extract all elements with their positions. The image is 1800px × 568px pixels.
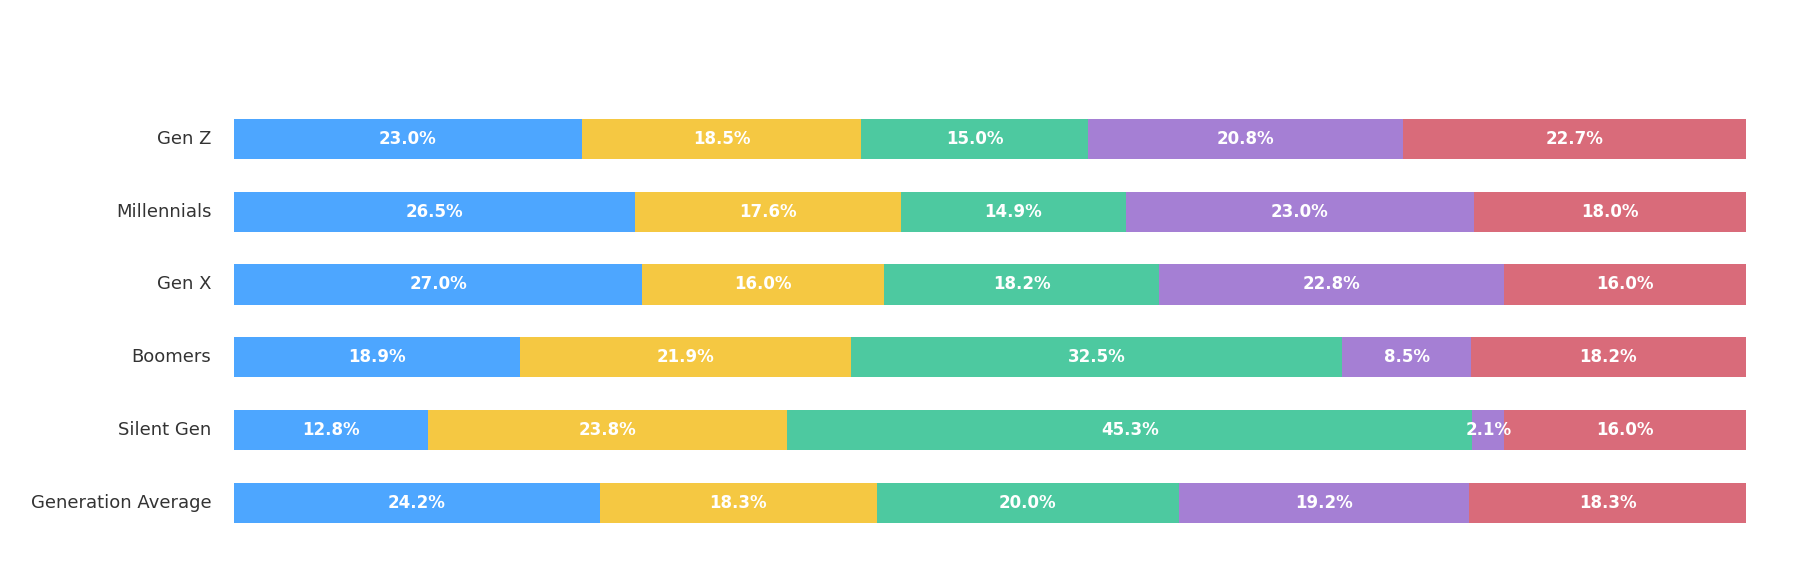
- Bar: [234, 191, 635, 232]
- Bar: [1127, 191, 1474, 232]
- Bar: [851, 337, 1343, 377]
- Text: Boomers: Boomers: [131, 348, 211, 366]
- Text: 23.8%: 23.8%: [578, 421, 637, 439]
- Text: 45.3%: 45.3%: [1102, 421, 1159, 439]
- Bar: [1505, 410, 1746, 450]
- Bar: [1505, 265, 1746, 304]
- Bar: [1402, 119, 1746, 158]
- Bar: [234, 410, 428, 450]
- Bar: [1472, 410, 1505, 450]
- Bar: [1179, 483, 1469, 523]
- Bar: [787, 410, 1472, 450]
- Text: 16.0%: 16.0%: [1597, 421, 1654, 439]
- Text: 26.5%: 26.5%: [405, 203, 463, 220]
- Bar: [1343, 337, 1471, 377]
- Text: 18.2%: 18.2%: [1580, 348, 1638, 366]
- Bar: [234, 483, 599, 523]
- Bar: [862, 119, 1089, 158]
- Text: Generation Average: Generation Average: [31, 494, 211, 512]
- Text: 23.0%: 23.0%: [1271, 203, 1328, 220]
- Text: 20.8%: 20.8%: [1217, 130, 1274, 148]
- Bar: [877, 483, 1179, 523]
- Text: Gen X: Gen X: [157, 275, 211, 294]
- Text: 12.8%: 12.8%: [302, 421, 360, 439]
- Text: 32.5%: 32.5%: [1067, 348, 1125, 366]
- Text: 18.0%: 18.0%: [1580, 203, 1638, 220]
- Bar: [1474, 191, 1746, 232]
- Text: 18.3%: 18.3%: [709, 494, 767, 512]
- Bar: [234, 337, 520, 377]
- Text: 8.5%: 8.5%: [1384, 348, 1429, 366]
- Bar: [900, 191, 1127, 232]
- Text: Gen Z: Gen Z: [157, 130, 211, 148]
- Bar: [884, 265, 1159, 304]
- Bar: [1469, 483, 1746, 523]
- Text: Silent Gen: Silent Gen: [119, 421, 211, 439]
- Bar: [581, 119, 862, 158]
- Bar: [643, 265, 884, 304]
- Text: 18.9%: 18.9%: [347, 348, 405, 366]
- Text: Millennials: Millennials: [115, 203, 211, 220]
- Bar: [520, 337, 851, 377]
- Bar: [234, 119, 581, 158]
- Bar: [1471, 337, 1746, 377]
- Text: 16.0%: 16.0%: [1597, 275, 1654, 294]
- Text: 15.0%: 15.0%: [947, 130, 1004, 148]
- Text: 18.3%: 18.3%: [1579, 494, 1636, 512]
- Text: 22.7%: 22.7%: [1546, 130, 1604, 148]
- Text: 24.2%: 24.2%: [389, 494, 446, 512]
- Text: 18.5%: 18.5%: [693, 130, 751, 148]
- Text: 21.9%: 21.9%: [657, 348, 715, 366]
- Text: 22.8%: 22.8%: [1303, 275, 1361, 294]
- Bar: [428, 410, 787, 450]
- Text: 14.9%: 14.9%: [985, 203, 1042, 220]
- Bar: [635, 191, 900, 232]
- Text: 17.6%: 17.6%: [740, 203, 797, 220]
- Bar: [1089, 119, 1402, 158]
- Text: 16.0%: 16.0%: [734, 275, 792, 294]
- Text: 2.1%: 2.1%: [1465, 421, 1512, 439]
- Text: 20.0%: 20.0%: [999, 494, 1057, 512]
- Bar: [599, 483, 877, 523]
- Text: 18.2%: 18.2%: [994, 275, 1051, 294]
- Text: 19.2%: 19.2%: [1296, 494, 1354, 512]
- Text: 27.0%: 27.0%: [409, 275, 466, 294]
- Text: 23.0%: 23.0%: [380, 130, 437, 148]
- Bar: [1159, 265, 1505, 304]
- Bar: [234, 265, 643, 304]
